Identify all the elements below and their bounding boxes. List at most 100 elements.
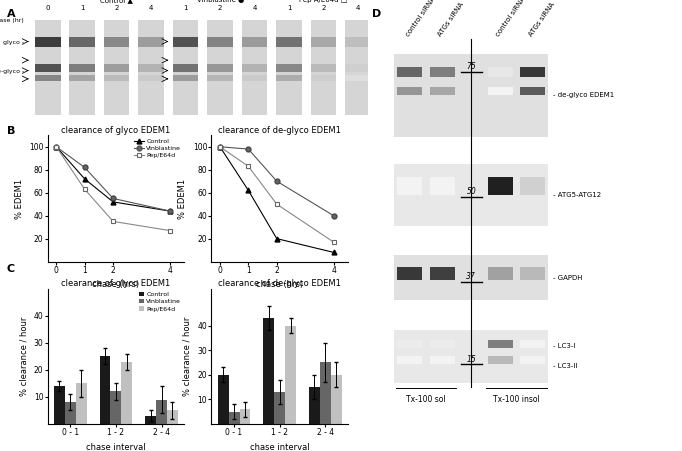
Bar	[35, 64, 61, 72]
Bar	[138, 64, 164, 72]
Text: A: A	[7, 9, 16, 19]
Bar	[65, 402, 76, 424]
Bar	[397, 340, 422, 348]
Bar	[218, 375, 228, 424]
Text: Tx-100 sol: Tx-100 sol	[406, 396, 446, 405]
Bar	[276, 64, 302, 72]
Text: de-glyco -: de-glyco -	[0, 69, 24, 74]
Bar	[345, 37, 371, 47]
Bar	[276, 37, 302, 47]
X-axis label: chase (hrs): chase (hrs)	[256, 281, 303, 289]
Legend: Control, Vinblastine, Pep/E64d: Control, Vinblastine, Pep/E64d	[138, 292, 181, 312]
Bar	[35, 20, 61, 115]
Text: 4: 4	[149, 5, 153, 11]
Bar	[104, 75, 130, 81]
Bar	[35, 37, 61, 47]
Text: ATGs siRNA: ATGs siRNA	[528, 1, 556, 37]
Bar	[138, 75, 164, 81]
Bar	[263, 318, 274, 424]
Bar	[488, 67, 513, 77]
Bar	[70, 64, 95, 72]
Text: glyco -: glyco -	[3, 40, 24, 45]
X-axis label: chase interval: chase interval	[86, 443, 146, 451]
Bar	[397, 87, 422, 96]
Text: - ATG5-ATG12: - ATG5-ATG12	[553, 192, 601, 198]
Bar	[397, 177, 422, 195]
Bar	[311, 37, 336, 47]
Bar	[397, 267, 422, 280]
Bar	[311, 20, 336, 115]
X-axis label: chase (hrs): chase (hrs)	[92, 281, 140, 289]
Bar	[397, 67, 422, 77]
Bar	[311, 75, 336, 81]
Bar	[35, 75, 61, 81]
Bar	[104, 64, 130, 72]
Bar	[430, 356, 455, 364]
Title: clearance of glyco EDEM1: clearance of glyco EDEM1	[61, 279, 170, 288]
Bar	[242, 64, 267, 72]
Text: 37: 37	[466, 272, 476, 281]
Bar	[488, 87, 513, 96]
Bar	[138, 20, 164, 115]
Bar	[173, 75, 198, 81]
Bar	[285, 326, 296, 424]
Bar	[394, 54, 548, 137]
Bar	[276, 75, 302, 81]
Text: 4: 4	[252, 5, 257, 11]
Title: clearance of de-glyco EDEM1: clearance of de-glyco EDEM1	[218, 125, 341, 134]
Text: B: B	[7, 126, 15, 136]
Text: control siRNA: control siRNA	[495, 0, 527, 37]
Text: Chase (hr): Chase (hr)	[0, 18, 24, 23]
Text: 75: 75	[466, 62, 476, 71]
Text: 4: 4	[356, 5, 360, 11]
Y-axis label: % EDEM1: % EDEM1	[14, 179, 23, 218]
Text: - de-glyco EDEM1: - de-glyco EDEM1	[553, 92, 614, 98]
Y-axis label: % clearance / hour: % clearance / hour	[19, 317, 28, 396]
Bar	[242, 37, 267, 47]
Bar	[242, 20, 267, 115]
Y-axis label: % EDEM1: % EDEM1	[178, 179, 187, 218]
Bar	[520, 267, 546, 280]
Title: clearance of glyco EDEM1: clearance of glyco EDEM1	[61, 125, 170, 134]
Bar	[488, 356, 513, 364]
Text: 2: 2	[321, 5, 326, 11]
Bar	[520, 67, 546, 77]
Bar	[121, 362, 132, 424]
Bar	[100, 356, 110, 424]
Bar	[242, 75, 267, 81]
Bar	[239, 409, 250, 424]
Bar	[156, 400, 167, 424]
Bar	[173, 37, 198, 47]
Bar	[331, 375, 342, 424]
Text: - LC3-I: - LC3-I	[553, 342, 575, 349]
Bar	[430, 67, 455, 77]
Text: C: C	[7, 264, 15, 274]
Bar	[394, 255, 548, 300]
Bar	[520, 340, 546, 348]
Bar	[345, 20, 371, 115]
Bar	[173, 64, 198, 72]
X-axis label: chase interval: chase interval	[250, 443, 310, 451]
Bar	[520, 177, 546, 195]
Text: 1: 1	[80, 5, 85, 11]
Bar	[138, 37, 164, 47]
Text: Tx-100 insol: Tx-100 insol	[493, 396, 540, 405]
Bar	[207, 20, 233, 115]
Bar	[345, 75, 371, 81]
Text: 2: 2	[115, 5, 119, 11]
Text: 0: 0	[46, 5, 50, 11]
Bar	[70, 37, 95, 47]
Bar	[394, 164, 548, 226]
Text: D: D	[372, 9, 381, 19]
Bar	[520, 356, 546, 364]
Bar	[430, 177, 455, 195]
Bar	[320, 363, 331, 424]
Bar	[430, 340, 455, 348]
Bar	[145, 416, 156, 424]
Bar	[397, 356, 422, 364]
Bar	[104, 37, 130, 47]
Bar	[274, 392, 285, 424]
Text: Control ▲: Control ▲	[100, 0, 133, 3]
Text: 50: 50	[466, 187, 476, 196]
Bar	[207, 37, 233, 47]
